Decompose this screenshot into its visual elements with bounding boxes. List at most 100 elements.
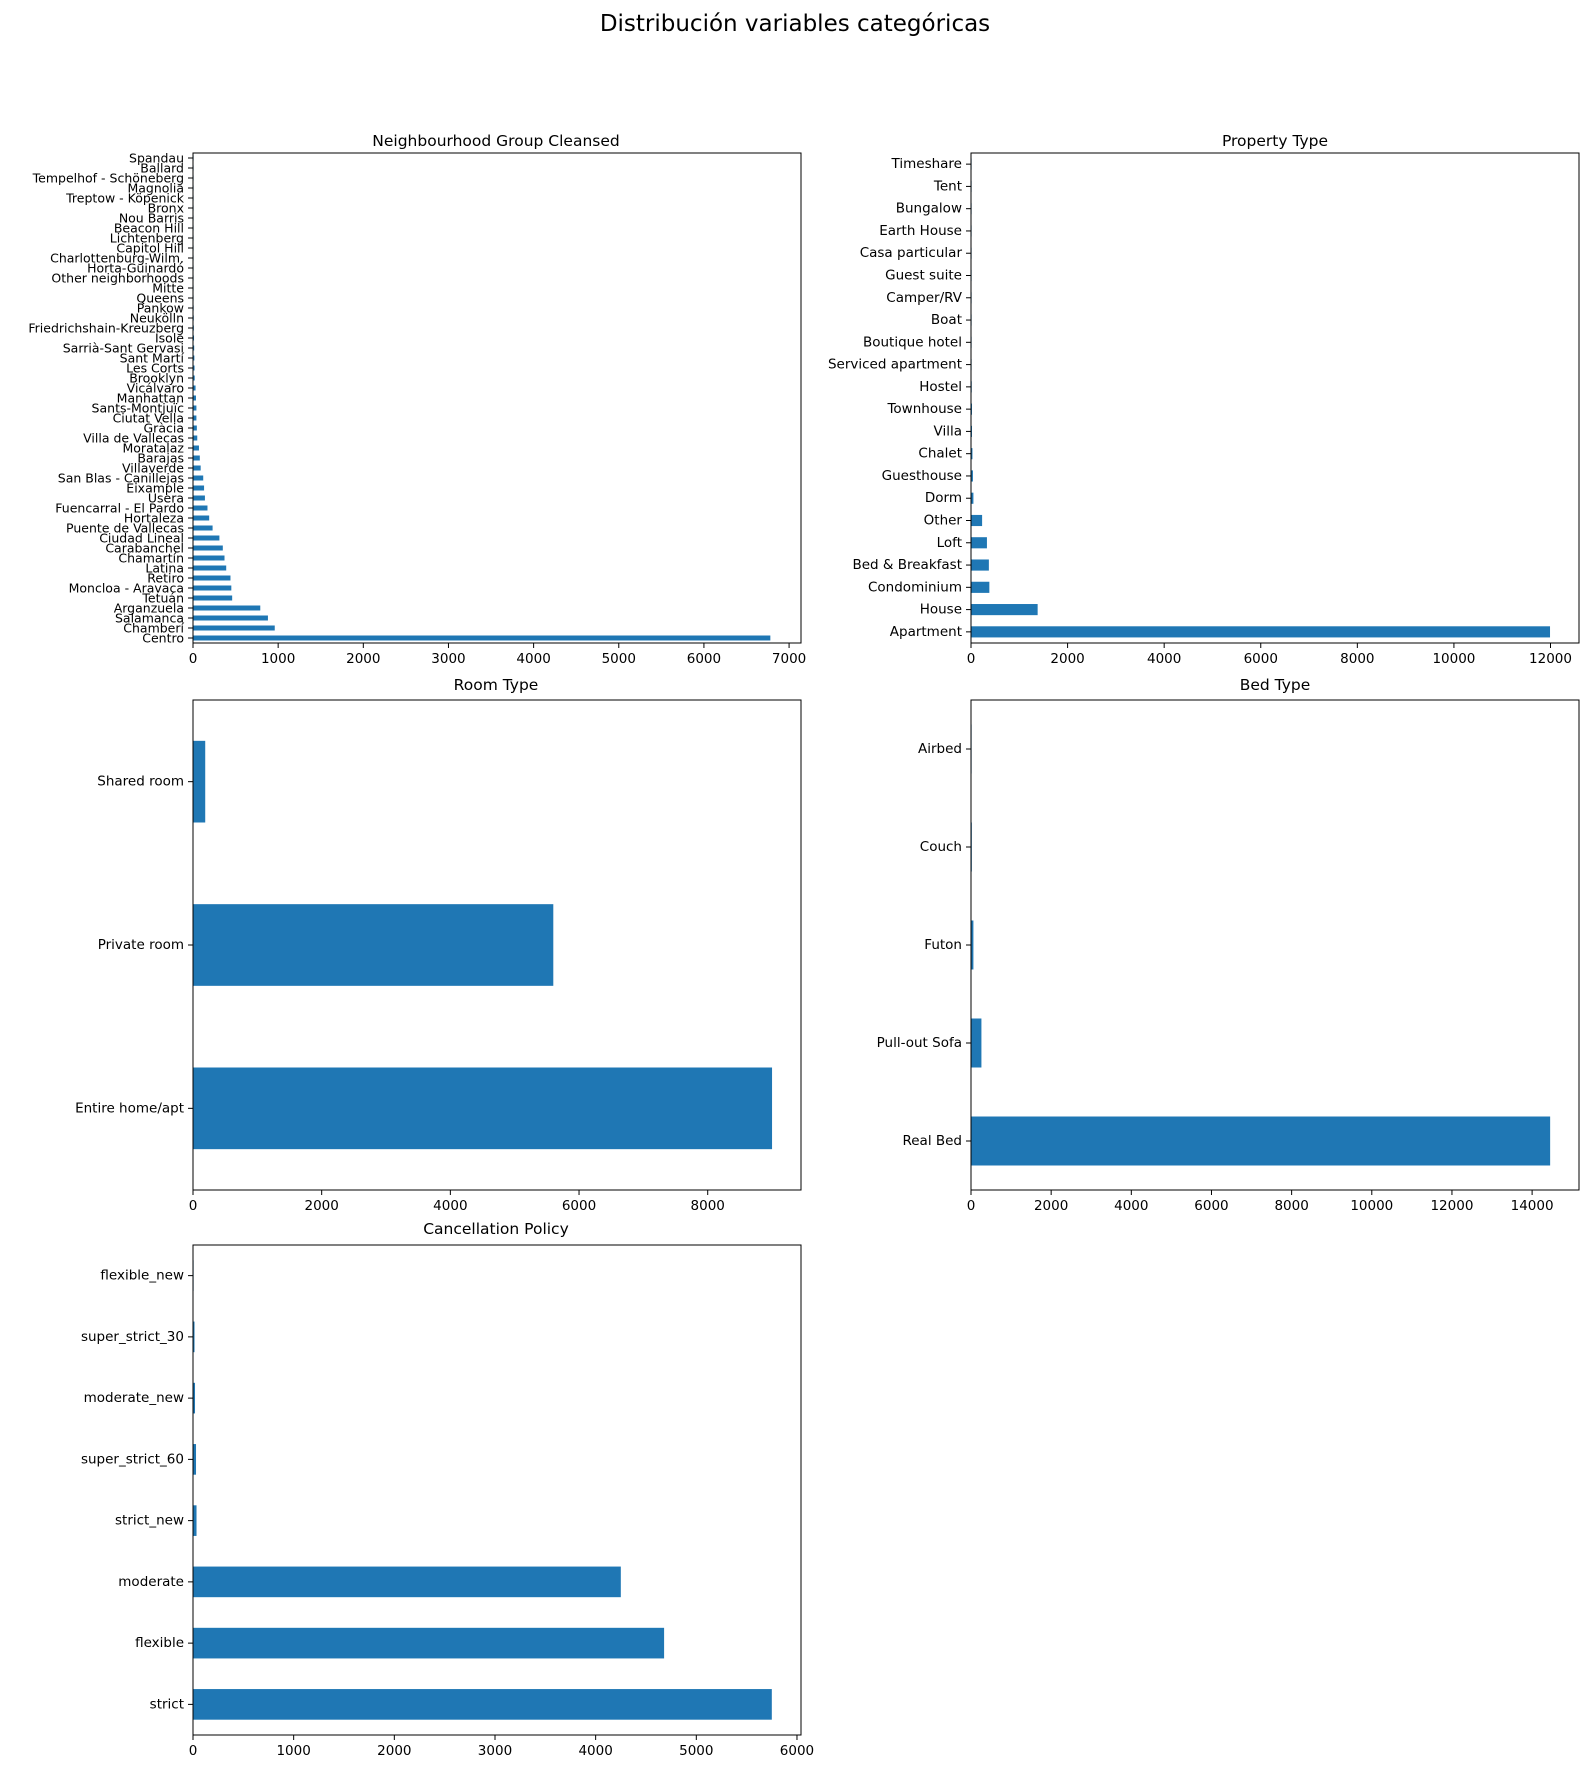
bar [193,445,199,451]
y-tick-label: Villa [934,423,962,439]
bar [193,535,220,541]
y-tick-label: House [920,602,962,618]
bar [971,514,983,527]
axes-frame [192,1244,802,1736]
x-tick-label: 5000 [679,1743,713,1759]
y-tick-label: moderate_new [84,1390,184,1406]
panel-neighbourhood-group-cleansed: Neighbourhood Group Cleansed CentroChamb… [28,132,806,667]
y-tick-label: Beacon Hill [114,221,184,236]
x-tick-label: 4000 [578,1743,612,1759]
x-tick-label: 1000 [261,651,295,667]
x-tick-label: 0 [967,1198,976,1214]
y-tick-label: Entire home/apt [75,1100,184,1116]
y-tick-label: Boat [931,312,962,328]
y-tick-label: Vicálvaro [127,381,184,396]
x-ticks: 0 2000 4000 6000 8000 [189,1190,725,1214]
x-tick-label: 4000 [516,651,550,667]
bar [193,365,195,371]
y-tick-label: Friedrichshain-Kreuzberg [28,321,184,336]
y-tick-label: Nou Barris [119,211,184,226]
y-tick-label: Treptow - Köpenick [65,191,185,206]
y-tick-label: Mitte [152,281,184,296]
x-tick-label: 6000 [780,1743,814,1759]
bar [193,435,198,441]
bar [193,585,232,591]
y-tick-label: Timeshare [891,156,962,172]
y-tick-label: Capitol Hill [116,241,184,256]
y-tick-label: flexible [135,1635,184,1651]
bar [193,565,227,571]
x-tick-label: 6000 [1194,1198,1228,1214]
y-tick-label: Pull-out Sofa [877,1035,962,1051]
y-tick-label: Latina [145,561,184,576]
bar [193,405,197,411]
panel-room-type: Room Type Entire home/apt Private room Sha… [75,676,802,1214]
bar [193,385,196,391]
y-tick-label: Fuencarral - El Pardo [55,501,184,516]
y-tick-label: Private room [98,937,184,953]
y-tick-label: Lichtenberg [110,231,184,246]
y-tick-label: Sarrià-Sant Gervasi [63,341,184,356]
x-tick-label: 4000 [1114,1198,1148,1214]
y-ticks: strict flexible moderate strict_new super_st… [81,1268,193,1712]
y-tick-label: Shared room [97,774,184,790]
x-tick-label: 7000 [772,651,806,667]
bar [193,1566,621,1598]
bar [193,740,206,823]
y-tick-label: Airbed [918,741,962,757]
bar [193,475,204,481]
y-tick-label: Sants-Montjuïc [92,401,185,416]
bar [193,615,268,621]
y-tick-label: super_strict_30 [81,1329,184,1345]
y-tick-label: Chamartín [118,551,184,566]
bar [193,425,197,431]
bar [193,335,195,341]
bar [971,920,974,970]
y-tick-label: Bronx [148,201,184,216]
y-tick-label: Dorm [925,490,962,506]
y-tick-label: Tempelhof - Schöneberg [32,171,184,186]
bar [971,626,1551,638]
y-tick-label: flexible_new [100,1268,184,1284]
y-tick-label: Loft [937,535,962,551]
bar [193,545,223,551]
y-tick-label: Townhouse [886,401,962,417]
axes-frame [192,152,802,644]
y-tick-label: Real Bed [902,1133,962,1149]
x-tick-label: 0 [189,1743,198,1759]
x-tick-label: 12000 [1430,1198,1473,1214]
y-tick-label: Ciutat Vella [113,411,184,426]
y-tick-label: Ciudad Lineal [99,531,184,546]
y-tick-label: Apartment [890,624,962,640]
y-tick-label: Salamanca [115,611,184,626]
y-tick-label: Arganzuela [114,601,184,616]
x-tick-label: 4000 [1147,651,1181,667]
y-ticks: Entire home/apt Private room Shared room [75,774,193,1116]
bar [193,1321,195,1353]
y-tick-label: Couch [920,839,962,855]
x-tick-label: 2000 [304,1198,338,1214]
y-tick-label: Les Corts [126,361,184,376]
bar [971,1018,982,1068]
x-tick-label: 1000 [276,1743,310,1759]
bar [971,559,989,571]
x-ticks: 0 1000 2000 3000 4000 5000 6000 [189,1735,814,1759]
bar [193,625,275,631]
y-tick-label: Brooklyn [129,371,184,386]
x-ticks: 0 2000 4000 6000 8000 10000 12000 14000 [967,1190,1554,1214]
x-tick-label: 10000 [1350,1198,1393,1214]
bar [193,525,213,531]
panel-title: Room Type [454,676,539,694]
axes-frame [970,152,1580,644]
bar [193,465,201,471]
bar [193,1382,196,1414]
bar [193,575,231,581]
bar [971,448,973,460]
bar [193,1505,197,1536]
y-tick-label: Charlottenburg-Wilm. [50,251,184,266]
y-tick-label: Hortaleza [124,511,184,526]
x-tick-label: 2000 [377,1743,411,1759]
bar [971,581,990,593]
x-tick-label: 10000 [1432,651,1475,667]
